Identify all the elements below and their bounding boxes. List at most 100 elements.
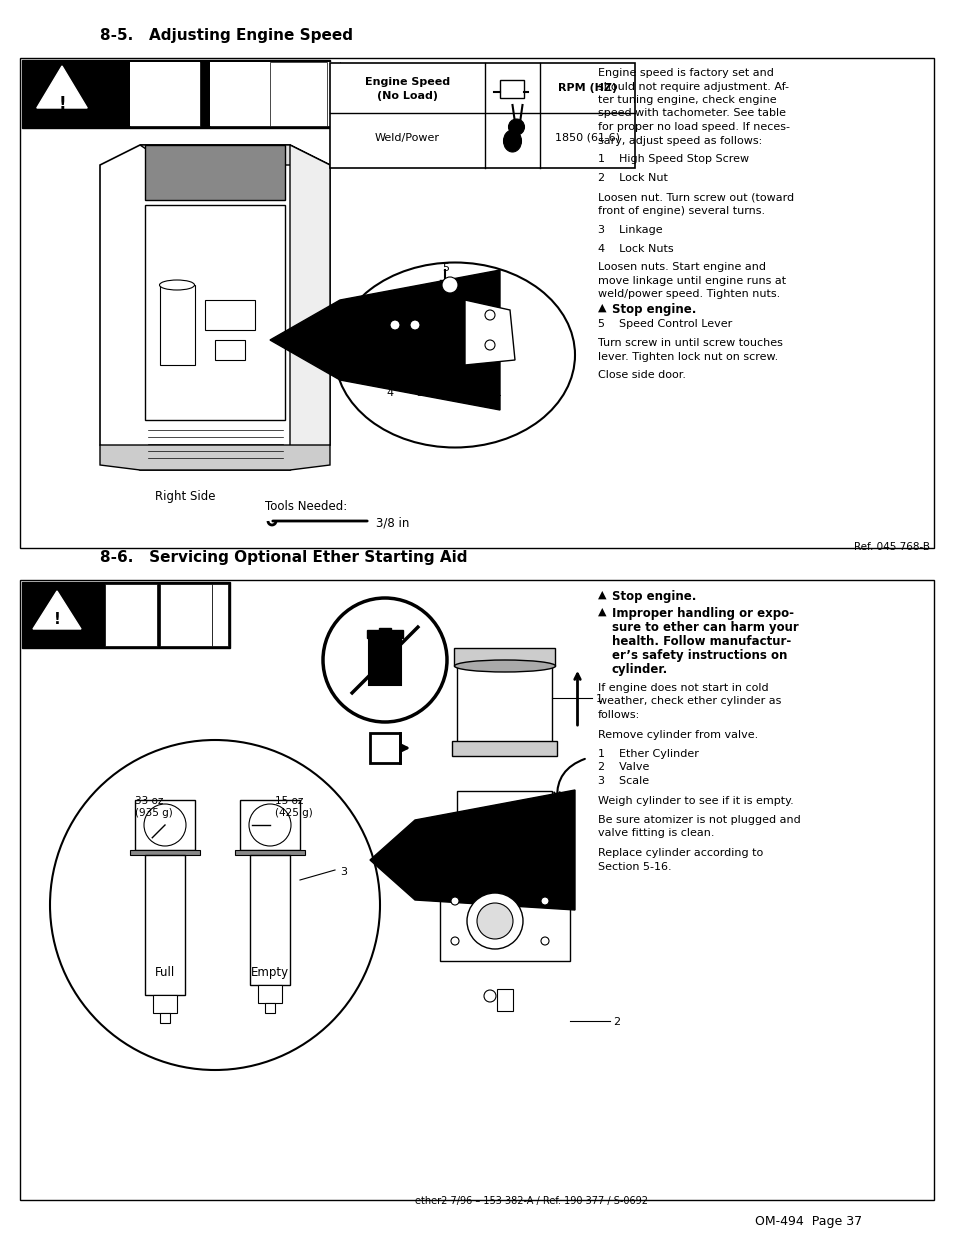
Circle shape	[441, 277, 457, 293]
Bar	[454, 648, 555, 666]
Text: ter tuning engine, check engine: ter tuning engine, check engine	[598, 95, 776, 105]
Text: If engine does not start in cold: If engine does not start in cold	[598, 683, 768, 693]
Bar	[145, 205, 285, 420]
Text: for proper no load speed. If neces-: for proper no load speed. If neces-	[598, 122, 789, 132]
Bar	[130, 62, 200, 126]
Bar	[135, 800, 194, 850]
Text: cylinder.: cylinder.	[612, 663, 667, 676]
Text: 3: 3	[416, 388, 423, 398]
Circle shape	[540, 937, 548, 945]
Circle shape	[540, 897, 548, 905]
Polygon shape	[464, 300, 515, 366]
Bar	[160, 285, 194, 366]
Bar	[257, 986, 282, 1003]
Text: sary, adjust speed as follows:: sary, adjust speed as follows:	[598, 136, 761, 146]
Text: Weld/Power: Weld/Power	[375, 133, 439, 143]
Text: lever. Tighten lock nut on screw.: lever. Tighten lock nut on screw.	[598, 352, 778, 362]
Polygon shape	[370, 790, 575, 910]
Text: Stop engine.: Stop engine.	[612, 590, 696, 603]
Polygon shape	[100, 445, 330, 471]
Text: front of engine) several turns.: front of engine) several turns.	[598, 206, 764, 216]
Bar	[210, 62, 280, 126]
Text: Engine Speed: Engine Speed	[365, 77, 450, 86]
Bar	[484, 831, 524, 851]
Text: Stop engine.: Stop engine.	[612, 303, 696, 316]
Text: OM-494  Page 37: OM-494 Page 37	[754, 1215, 862, 1228]
Bar	[22, 582, 230, 648]
Bar	[457, 666, 552, 746]
Bar	[270, 62, 339, 126]
Bar	[160, 1013, 170, 1023]
Text: Turn screw in until screw touches: Turn screw in until screw touches	[598, 338, 782, 348]
Text: Loosen nuts. Start engine and: Loosen nuts. Start engine and	[598, 262, 765, 273]
Text: 1850 (61.6): 1850 (61.6)	[555, 133, 619, 143]
Text: 33 oz
(935 g): 33 oz (935 g)	[135, 797, 172, 818]
Text: RPM (HZ): RPM (HZ)	[558, 83, 617, 93]
Text: 8-5.   Adjusting Engine Speed: 8-5. Adjusting Engine Speed	[100, 28, 353, 43]
Text: weld/power speed. Tighten nuts.: weld/power speed. Tighten nuts.	[598, 289, 780, 299]
Text: Engine speed is factory set and: Engine speed is factory set and	[598, 68, 773, 78]
Bar	[439, 881, 569, 961]
Text: (No Load): (No Load)	[376, 91, 437, 101]
Text: 2: 2	[613, 1016, 619, 1028]
Text: valve fitting is clean.: valve fitting is clean.	[598, 829, 714, 839]
Text: 8-6.   Servicing Optional Ether Starting Aid: 8-6. Servicing Optional Ether Starting A…	[100, 550, 467, 564]
Text: 5    Speed Control Lever: 5 Speed Control Lever	[598, 319, 732, 329]
Text: Replace cylinder according to: Replace cylinder according to	[598, 848, 762, 858]
Text: Empty: Empty	[251, 966, 289, 979]
Text: ▲: ▲	[598, 606, 606, 618]
Circle shape	[467, 893, 522, 948]
Bar	[22, 61, 330, 128]
Polygon shape	[37, 65, 87, 107]
Text: 1: 1	[494, 388, 501, 398]
Text: 5: 5	[442, 263, 449, 273]
Text: 3    Linkage: 3 Linkage	[598, 225, 662, 235]
Bar	[250, 855, 290, 986]
Text: 15 oz
(425 g): 15 oz (425 g)	[274, 797, 313, 818]
Polygon shape	[100, 144, 330, 471]
Circle shape	[144, 804, 186, 846]
Bar	[497, 989, 513, 1011]
Circle shape	[323, 598, 447, 722]
Bar	[265, 1003, 274, 1013]
Text: Loosen nut. Turn screw out (toward: Loosen nut. Turn screw out (toward	[598, 193, 793, 203]
Text: Close side door.: Close side door.	[598, 370, 685, 380]
Bar	[20, 580, 933, 1200]
Bar	[378, 629, 391, 642]
Text: weather, check ether cylinder as: weather, check ether cylinder as	[598, 697, 781, 706]
Polygon shape	[33, 592, 81, 629]
Polygon shape	[140, 144, 330, 165]
Text: ▲: ▲	[598, 590, 606, 600]
Bar	[105, 584, 157, 646]
Bar	[20, 58, 933, 548]
Bar	[500, 80, 524, 98]
Bar	[130, 850, 200, 855]
Text: Full: Full	[154, 966, 175, 979]
Bar	[369, 640, 400, 685]
Text: 1    Ether Cylinder: 1 Ether Cylinder	[598, 748, 699, 760]
Circle shape	[484, 340, 495, 350]
Bar	[210, 62, 280, 126]
Bar	[370, 734, 399, 763]
Circle shape	[390, 320, 399, 330]
Circle shape	[484, 310, 495, 320]
Text: should not require adjustment. Af-: should not require adjustment. Af-	[598, 82, 788, 91]
Text: 1: 1	[595, 694, 602, 704]
Text: er’s safety instructions on: er’s safety instructions on	[612, 650, 786, 662]
Bar	[330, 63, 635, 168]
Text: 4    Lock Nuts: 4 Lock Nuts	[598, 243, 673, 253]
Ellipse shape	[454, 659, 555, 672]
Circle shape	[476, 903, 513, 939]
Bar	[205, 300, 254, 330]
Ellipse shape	[503, 130, 521, 152]
Text: 2: 2	[456, 388, 463, 398]
Bar	[240, 800, 299, 850]
Text: Be sure atomizer is not plugged and: Be sure atomizer is not plugged and	[598, 815, 800, 825]
Polygon shape	[270, 270, 499, 410]
Circle shape	[451, 937, 458, 945]
Text: ▲: ▲	[598, 303, 606, 312]
Text: 3: 3	[339, 867, 347, 877]
Bar	[452, 741, 557, 756]
Circle shape	[249, 804, 291, 846]
Bar	[270, 62, 339, 126]
